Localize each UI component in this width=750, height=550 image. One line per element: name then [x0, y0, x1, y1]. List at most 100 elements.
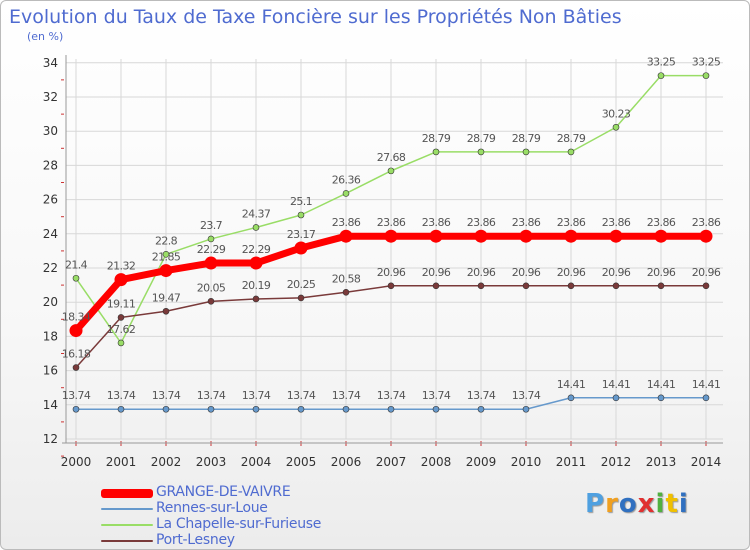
y-tick-label: 14	[43, 398, 58, 412]
data-label: 18.34	[62, 311, 91, 324]
legend-swatch	[101, 488, 153, 498]
data-label: 28.79	[467, 132, 496, 145]
data-label: 16.18	[62, 348, 91, 361]
data-point	[117, 314, 125, 321]
data-point	[477, 148, 485, 156]
data-point	[342, 288, 350, 296]
data-label: 20.96	[647, 266, 676, 279]
series-lines	[69, 72, 713, 413]
x-tick-label: 2007	[376, 455, 407, 469]
data-point	[432, 405, 440, 413]
data-label: 20.96	[512, 266, 541, 279]
data-point	[432, 148, 440, 156]
data-label: 14.41	[647, 378, 676, 391]
data-label: 20.25	[287, 278, 316, 291]
x-tick-label: 2006	[331, 455, 362, 469]
data-point	[612, 394, 620, 402]
data-point	[117, 339, 125, 347]
data-point	[69, 324, 83, 338]
data-point	[702, 282, 710, 290]
x-tick-label: 2012	[601, 455, 632, 469]
data-point	[522, 282, 530, 290]
data-label: 20.96	[692, 266, 721, 279]
data-point	[162, 251, 170, 258]
data-label: 13.74	[422, 389, 451, 402]
data-label: 23.86	[512, 216, 541, 229]
y-tick-label: 20	[43, 295, 58, 309]
data-label: 25.1	[290, 195, 312, 208]
data-label: 13.74	[62, 389, 91, 402]
data-label: 33.25	[647, 56, 676, 69]
legend-swatch	[101, 508, 153, 510]
data-label: 22.8	[155, 234, 178, 247]
data-point	[432, 282, 440, 290]
data-label: 28.79	[557, 132, 586, 145]
data-label: 14.41	[557, 378, 586, 391]
data-label: 20.05	[197, 281, 226, 294]
data-point	[249, 256, 263, 270]
data-label: 21.32	[107, 260, 136, 273]
data-point	[429, 229, 443, 243]
data-point	[477, 282, 485, 290]
data-point	[474, 229, 488, 243]
data-label: 13.74	[242, 389, 271, 402]
y-tick-label: 26	[43, 193, 58, 207]
data-point	[564, 229, 578, 243]
data-label: 13.74	[467, 389, 496, 402]
y-unit-label: (en %)	[27, 30, 64, 43]
legend-label: GRANGE-DE-VAIVRE	[156, 484, 291, 500]
data-label: 14.41	[692, 378, 721, 391]
data-point	[387, 167, 395, 175]
data-point	[252, 224, 260, 231]
data-point	[297, 405, 305, 413]
data-point	[657, 72, 665, 79]
data-point	[657, 394, 665, 402]
x-tick-label: 2008	[421, 455, 452, 469]
data-point	[609, 229, 623, 243]
x-tick-label: 2010	[511, 455, 542, 469]
data-label: 23.86	[692, 216, 721, 229]
data-label: 13.74	[332, 389, 361, 402]
data-point	[162, 307, 170, 315]
data-label: 20.96	[602, 266, 631, 279]
data-point	[702, 394, 710, 402]
legend-label: Port-Lesney	[156, 532, 235, 548]
data-point	[207, 235, 215, 243]
x-tick-label: 2005	[286, 455, 317, 469]
y-tick-label: 22	[43, 261, 58, 275]
legend-swatch	[101, 524, 153, 526]
data-point	[114, 273, 128, 287]
data-point	[387, 405, 395, 413]
data-point	[384, 229, 398, 243]
data-label: 20.19	[242, 279, 271, 292]
data-label: 19.47	[152, 291, 181, 304]
data-label: 23.17	[287, 228, 316, 241]
data-point	[519, 229, 533, 243]
data-point	[612, 282, 620, 290]
data-point	[297, 294, 305, 302]
proxiti-logo: Proxiti	[585, 489, 689, 519]
data-label: 23.86	[557, 216, 586, 229]
data-point	[252, 295, 260, 303]
data-point	[339, 229, 353, 243]
data-label: 23.86	[467, 216, 496, 229]
y-tick-label: 28	[43, 158, 58, 172]
axes	[61, 55, 723, 457]
data-label: 14.41	[602, 378, 631, 391]
data-label: 13.74	[152, 389, 181, 402]
data-label: 23.86	[332, 216, 361, 229]
y-tick-label: 24	[43, 227, 58, 241]
data-point	[342, 190, 350, 197]
x-tick-label: 2004	[241, 455, 272, 469]
data-point	[702, 72, 710, 79]
data-label: 23.86	[377, 216, 406, 229]
data-label: 13.74	[377, 389, 406, 402]
x-tick-label: 2000	[61, 455, 92, 469]
data-label: 21.4	[65, 258, 88, 271]
data-label: 23.86	[647, 216, 676, 229]
data-point	[699, 229, 713, 243]
data-point	[612, 123, 620, 131]
data-label: 20.96	[557, 266, 586, 279]
